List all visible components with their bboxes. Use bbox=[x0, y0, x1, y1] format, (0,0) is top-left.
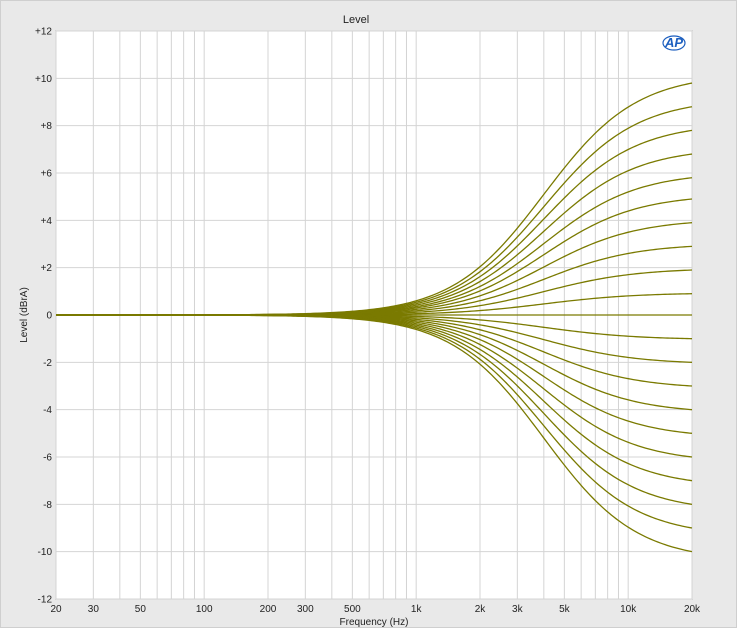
y-tick-label: -12 bbox=[38, 595, 53, 606]
y-tick-label: -4 bbox=[43, 405, 52, 416]
y-tick-label: -2 bbox=[43, 358, 52, 369]
y-tick-label: +8 bbox=[41, 121, 53, 132]
y-axis-label: Level (dBrA) bbox=[19, 287, 30, 343]
x-tick-label: 3k bbox=[512, 604, 524, 615]
y-tick-label: +4 bbox=[41, 216, 53, 227]
x-tick-label: 20 bbox=[50, 604, 62, 615]
x-tick-label: 300 bbox=[297, 604, 314, 615]
y-tick-label: -10 bbox=[38, 547, 53, 558]
ap-logo-icon: AP bbox=[662, 35, 686, 51]
x-tick-label: 30 bbox=[88, 604, 100, 615]
x-axis-label: Frequency (Hz) bbox=[340, 617, 409, 628]
chart-title: Level bbox=[343, 14, 369, 26]
y-tick-label: +6 bbox=[41, 169, 53, 180]
ap-logo-text: AP bbox=[664, 35, 683, 50]
curves bbox=[55, 82, 693, 553]
y-tick-label: +2 bbox=[41, 263, 53, 274]
series-line bbox=[56, 314, 693, 553]
x-tick-label: 5k bbox=[559, 604, 571, 615]
x-tick-label: 500 bbox=[344, 604, 361, 615]
y-axis-ticks: +12 +10 +8 +6 +4 +2 0 -2 -4 -6 -8 -10 -12 bbox=[35, 27, 52, 606]
x-tick-label: 20k bbox=[684, 604, 701, 615]
x-tick-label: 200 bbox=[260, 604, 277, 615]
y-tick-label: +10 bbox=[35, 74, 52, 85]
y-tick-label: -8 bbox=[43, 500, 52, 511]
x-axis-ticks: 20 30 50 100 200 300 500 1k 2k 3k 5k 10k 20k bbox=[50, 604, 701, 615]
y-tick-label: 0 bbox=[46, 311, 52, 322]
y-tick-label: +12 bbox=[35, 27, 52, 38]
x-tick-label: 50 bbox=[135, 604, 147, 615]
x-tick-label: 2k bbox=[475, 604, 487, 615]
x-tick-label: 1k bbox=[411, 604, 423, 615]
x-tick-label: 10k bbox=[620, 604, 637, 615]
x-tick-label: 100 bbox=[196, 604, 213, 615]
y-tick-label: -6 bbox=[43, 453, 52, 464]
